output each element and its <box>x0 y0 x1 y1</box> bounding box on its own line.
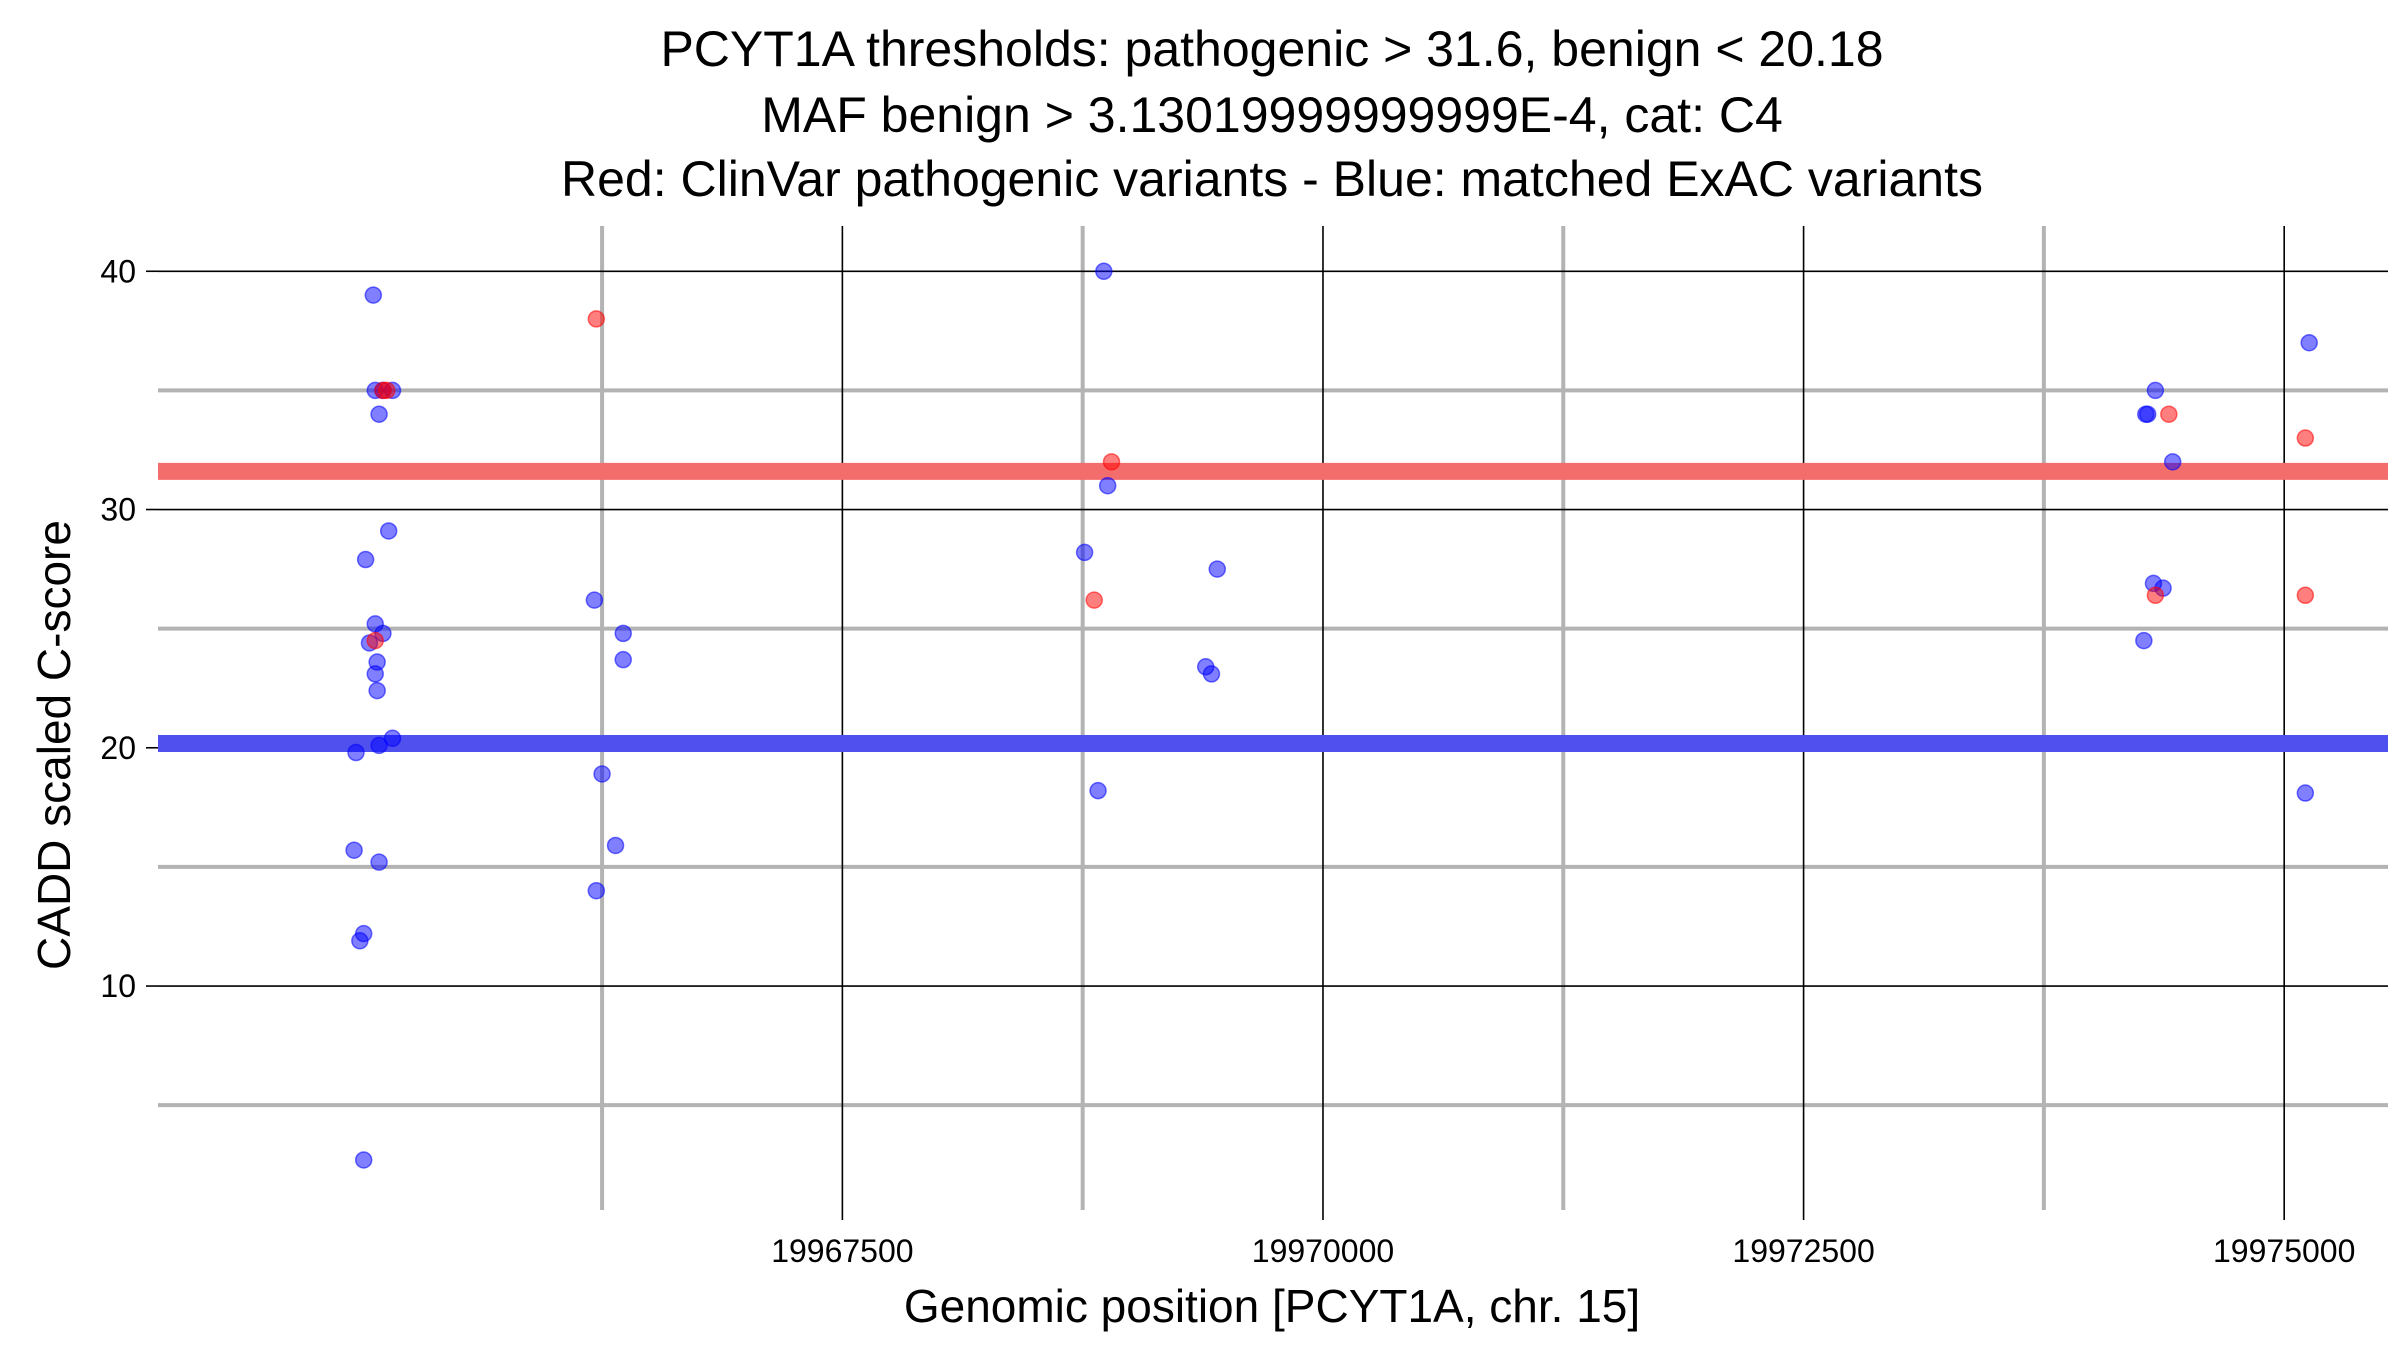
exac-variant-point <box>614 650 632 669</box>
exac-variant-point <box>2138 405 2157 423</box>
chart-title: PCYT1A thresholds: pathogenic > 31.6, be… <box>561 21 1983 207</box>
exac-variant-point <box>347 743 365 762</box>
exac-variant-point <box>1089 781 1107 800</box>
y-tick-label: 30 <box>100 492 136 528</box>
exac-variant-point <box>368 681 386 700</box>
pathogenic-variant-point <box>1085 591 1103 609</box>
pathogenic-variant-point <box>366 631 384 650</box>
grid-lines <box>158 226 2388 1210</box>
exac-variant-point <box>370 736 388 755</box>
x-axis-label: Genomic position [PCYT1A, chr. 15] <box>904 1280 1640 1332</box>
threshold-bands <box>158 462 2388 752</box>
exac-variant-point <box>364 286 383 304</box>
exac-variant-point <box>1098 476 1117 495</box>
pathogenic-variant-point <box>1102 453 1121 471</box>
exac-variant-point <box>614 624 632 643</box>
exac-variant-point <box>2296 784 2315 802</box>
exac-variant-point <box>354 1151 373 1169</box>
exac-variant-point <box>366 665 384 683</box>
exac-variant-point <box>585 591 604 609</box>
exac-variant-point <box>370 405 388 423</box>
exac-variant-point <box>383 729 402 748</box>
pathogenic-variant-point <box>2146 586 2165 605</box>
exac-variant-point <box>370 853 388 871</box>
data-points <box>345 262 2318 1169</box>
y-axis-tick-labels: 10 20 30 40 <box>100 253 158 1004</box>
x-tick-label: 19972500 <box>1732 1233 1874 1269</box>
pathogenic-variant-point <box>587 310 606 328</box>
x-tick-label: 19967500 <box>771 1233 913 1269</box>
exac-variant-point <box>1095 262 1113 281</box>
exac-variant-point <box>2300 333 2318 352</box>
exac-variant-point <box>1202 665 1221 683</box>
y-axis-label: CADD scaled C-score <box>28 520 80 970</box>
pathogenic-variant-point <box>2296 586 2315 605</box>
exac-variant-point <box>356 550 375 569</box>
pathogenic-variant-point <box>378 381 396 400</box>
exac-variant-point <box>587 881 606 900</box>
x-tick-label: 19975000 <box>2213 1233 2355 1269</box>
exac-variant-point <box>1075 543 1094 562</box>
plot-area <box>158 226 2388 1210</box>
title-line-3: Red: ClinVar pathogenic variants - Blue:… <box>561 151 1983 207</box>
exac-variant-point <box>2163 453 2182 471</box>
x-tick-label: 19970000 <box>1252 1233 1394 1269</box>
pathogenic-variant-point <box>2160 405 2178 423</box>
title-line-1: PCYT1A thresholds: pathogenic > 31.6, be… <box>660 21 1883 77</box>
y-tick-label: 40 <box>100 253 136 289</box>
x-axis-tick-labels: 19967500 19970000 19972500 19975000 <box>771 1210 2355 1269</box>
exac-variant-point <box>379 522 398 540</box>
title-line-2: MAF benign > 3.13019999999999E-4, cat: C… <box>761 87 1783 143</box>
exac-variant-point <box>2146 381 2165 400</box>
y-tick-label: 20 <box>100 730 136 766</box>
y-tick-label: 10 <box>100 968 136 1004</box>
exac-variant-point <box>345 841 363 859</box>
exac-variant-point <box>2135 631 2153 650</box>
exac-variant-point <box>1208 560 1226 578</box>
pathogenic-variant-point <box>2296 429 2315 447</box>
exac-variant-point <box>593 765 611 783</box>
exac-variant-point <box>351 932 369 950</box>
exac-variant-point <box>606 836 625 855</box>
